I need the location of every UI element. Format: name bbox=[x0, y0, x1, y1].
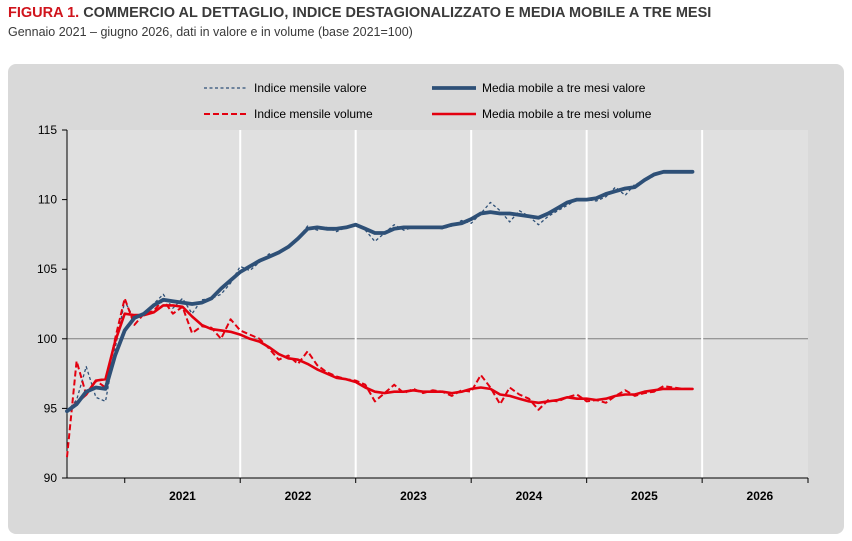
legend: Indice mensile valore Media mobile a tre … bbox=[204, 81, 652, 121]
y-tick-label: 90 bbox=[44, 471, 58, 485]
x-tick-label: 2024 bbox=[516, 489, 543, 503]
figure-title: FIGURA 1. COMMERCIO AL DETTAGLIO, INDICE… bbox=[8, 5, 711, 21]
x-tick-label: 2022 bbox=[285, 489, 312, 503]
y-tick-label: 105 bbox=[37, 262, 57, 276]
y-tick-label: 115 bbox=[38, 123, 57, 137]
series-line bbox=[65, 169, 695, 414]
figure-number: FIGURA 1. bbox=[8, 5, 80, 21]
x-tick-label: 2021 bbox=[169, 489, 196, 503]
y-tick-label: 110 bbox=[38, 193, 57, 207]
series-line bbox=[65, 304, 694, 413]
series-line bbox=[66, 297, 693, 458]
figure-title-text: COMMERCIO AL DETTAGLIO, INDICE DESTAGION… bbox=[83, 5, 712, 21]
legend-entry: Indice mensile valore bbox=[254, 81, 367, 95]
x-tick-label: 2026 bbox=[747, 489, 774, 503]
legend-entry: Indice mensile volume bbox=[254, 107, 373, 121]
gridlines bbox=[67, 130, 808, 478]
x-tick-label: 2023 bbox=[400, 489, 427, 503]
figure-subtitle: Gennaio 2021 – giugno 2026, dati in valo… bbox=[8, 25, 413, 39]
y-tick-label: 100 bbox=[37, 332, 57, 346]
y-tick-label: 95 bbox=[44, 401, 58, 415]
legend-entry: Media mobile a tre mesi valore bbox=[482, 81, 646, 95]
axes: 90 95 100 105 110 115 2021 2022 2023 2024 2025 2026 bbox=[37, 123, 809, 503]
series-layer bbox=[65, 169, 695, 458]
legend-entry: Media mobile a tre mesi volume bbox=[482, 107, 652, 121]
x-tick-label: 2025 bbox=[631, 489, 658, 503]
plot-area bbox=[67, 130, 808, 478]
